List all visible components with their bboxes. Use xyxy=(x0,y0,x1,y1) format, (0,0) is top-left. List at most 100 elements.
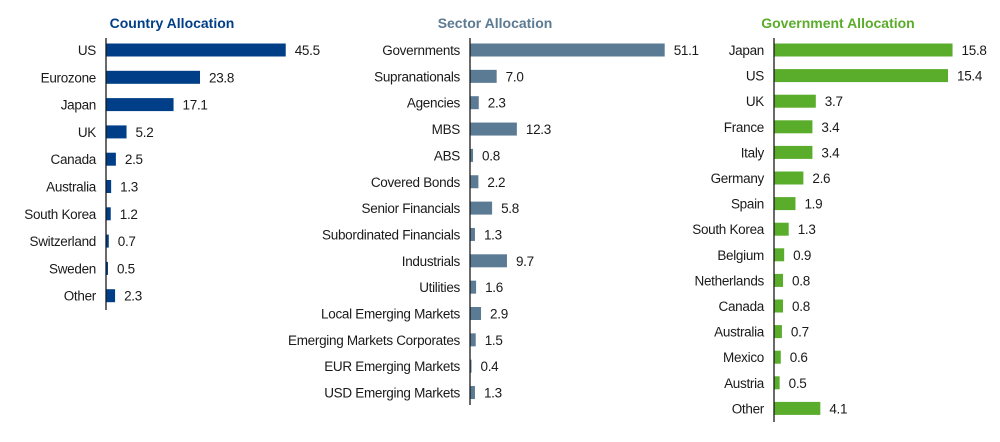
category-label: ABS xyxy=(434,148,460,163)
category-label: US xyxy=(78,43,96,58)
bar xyxy=(774,197,796,211)
value-label: 0.8 xyxy=(792,299,810,314)
bar xyxy=(106,152,116,166)
bar xyxy=(106,98,174,112)
bar xyxy=(470,148,474,162)
category-label: South Korea xyxy=(24,207,97,222)
value-label: 4.1 xyxy=(829,401,847,416)
category-label: Other xyxy=(732,401,765,416)
bar xyxy=(774,120,813,134)
bar xyxy=(774,145,813,159)
value-label: 2.9 xyxy=(490,307,508,322)
value-label: 2.3 xyxy=(488,96,506,111)
value-label: 17.1 xyxy=(183,98,208,113)
category-label: Australia xyxy=(714,325,765,340)
category-label: Switzerland xyxy=(30,234,96,249)
value-label: 1.3 xyxy=(484,227,502,242)
bar xyxy=(470,227,475,241)
value-label: 0.8 xyxy=(482,148,500,163)
category-label: MBS xyxy=(432,122,461,137)
category-label: Subordinated Financials xyxy=(322,227,460,242)
value-label: 0.8 xyxy=(792,273,810,288)
bar xyxy=(470,307,482,320)
bar xyxy=(470,43,665,57)
chart-panel-2: Sector Allocation Governments 51.1 Supranat… xyxy=(288,15,699,405)
category-label: Italy xyxy=(741,145,765,160)
value-label: 5.2 xyxy=(136,125,154,140)
bar xyxy=(774,273,784,287)
category-label: Local Emerging Markets xyxy=(321,307,461,322)
bar xyxy=(470,333,476,347)
value-label: 0.5 xyxy=(117,261,135,276)
category-label: Agencies xyxy=(407,96,461,111)
value-label: 1.2 xyxy=(120,207,138,222)
category-label: Japan xyxy=(729,43,764,58)
category-label: Canada xyxy=(719,299,765,314)
value-label: 0.7 xyxy=(118,234,136,249)
value-label: 0.9 xyxy=(793,248,811,263)
value-label: 3.4 xyxy=(821,120,840,135)
bar xyxy=(470,359,472,373)
category-label: Eurozone xyxy=(41,70,96,85)
bar xyxy=(774,222,789,236)
category-label: Governments xyxy=(382,43,460,58)
bar xyxy=(774,376,780,390)
bar xyxy=(774,299,784,313)
category-label: Mexico xyxy=(723,350,764,365)
chart-title: Government Allocation xyxy=(761,15,915,31)
value-label: 5.8 xyxy=(501,201,519,216)
value-label: 1.5 xyxy=(485,333,503,348)
value-label: 51.1 xyxy=(674,43,699,58)
bar xyxy=(774,94,816,108)
value-label: 3.4 xyxy=(821,145,840,160)
category-label: Austria xyxy=(724,376,765,391)
bar xyxy=(106,207,111,221)
category-label: Other xyxy=(64,289,97,304)
category-label: Belgium xyxy=(717,248,764,263)
bar xyxy=(106,70,201,84)
chart-title: Country Allocation xyxy=(110,15,235,31)
value-label: 0.4 xyxy=(481,359,500,374)
value-label: 2.3 xyxy=(124,289,142,304)
value-label: 9.7 xyxy=(516,254,534,269)
category-label: Supranationals xyxy=(374,69,460,84)
chart-title: Sector Allocation xyxy=(438,15,553,31)
category-label: France xyxy=(724,120,764,135)
value-label: 45.5 xyxy=(295,43,320,58)
bar xyxy=(470,69,497,83)
bar xyxy=(470,96,479,110)
value-label: 15.4 xyxy=(957,69,983,84)
chart-panel-1: Country Allocation US 45.5 Eurozone 23.8 Japa… xyxy=(24,15,320,310)
category-label: UK xyxy=(78,125,96,140)
bar xyxy=(106,234,109,248)
value-label: 2.5 xyxy=(125,152,143,167)
category-label: US xyxy=(746,69,764,84)
value-label: 1.6 xyxy=(485,280,503,295)
value-label: 1.3 xyxy=(484,386,502,401)
bar xyxy=(470,254,507,268)
bar xyxy=(470,201,493,215)
category-label: UK xyxy=(746,94,764,109)
value-label: 0.7 xyxy=(791,325,809,340)
bar xyxy=(774,171,804,185)
category-label: Industrials xyxy=(402,254,461,269)
bar xyxy=(106,180,112,193)
category-label: Senior Financials xyxy=(362,201,461,216)
category-label: Sweden xyxy=(49,261,96,276)
category-label: Japan xyxy=(61,98,96,113)
bar xyxy=(106,125,127,139)
value-label: 15.8 xyxy=(962,43,987,58)
bar xyxy=(774,248,785,262)
category-label: Spain xyxy=(731,197,764,212)
value-label: 0.6 xyxy=(790,350,808,365)
category-label: South Korea xyxy=(692,222,765,237)
bar xyxy=(470,386,475,400)
bar xyxy=(774,325,782,339)
value-label: 12.3 xyxy=(526,122,551,137)
bar xyxy=(106,289,116,303)
category-label: EUR Emerging Markets xyxy=(324,359,460,374)
value-label: 1.3 xyxy=(120,180,138,195)
bar xyxy=(774,401,821,415)
category-label: Netherlands xyxy=(695,273,765,288)
